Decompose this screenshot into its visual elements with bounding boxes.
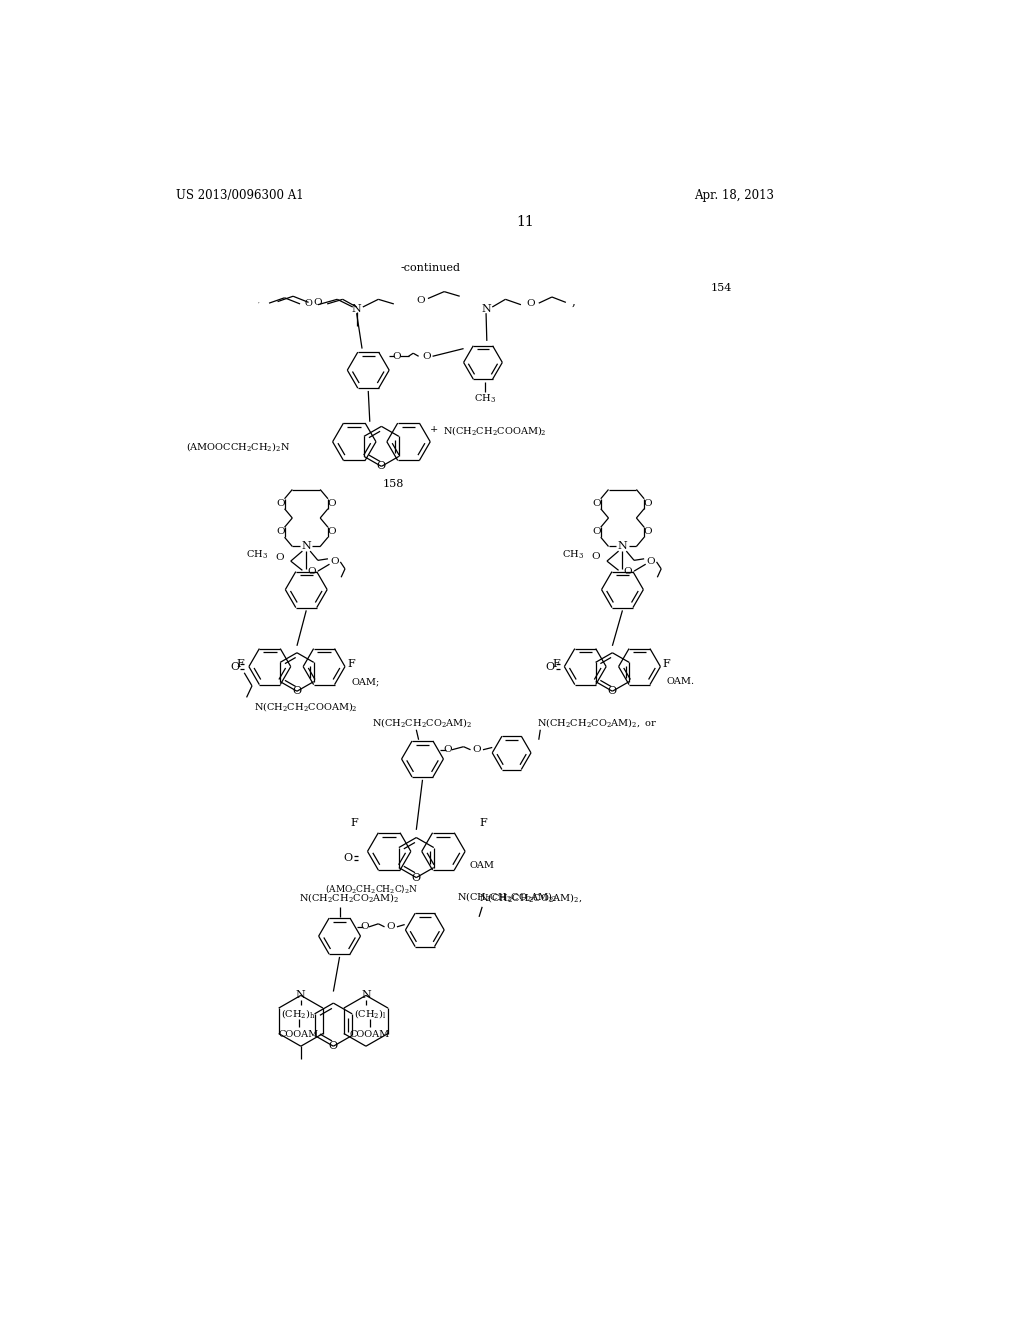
Text: $\mathregular{O}$: $\mathregular{O}$ (274, 550, 285, 562)
Text: OAM.: OAM. (667, 677, 694, 686)
Text: +: + (430, 425, 438, 434)
Text: O: O (593, 499, 601, 508)
Text: O: O (608, 686, 616, 696)
Text: O: O (307, 566, 316, 576)
Text: O: O (293, 686, 301, 696)
Text: F: F (663, 659, 671, 669)
Text: O: O (230, 661, 240, 672)
Text: O: O (343, 853, 352, 862)
Text: $\mathregular{(CH_2)_l}$: $\mathregular{(CH_2)_l}$ (353, 1007, 386, 1019)
Text: O: O (546, 661, 555, 672)
Text: 154: 154 (711, 282, 732, 293)
Text: 11: 11 (516, 215, 534, 228)
Text: $\mathregular{\left(AMO_2CH_2CH_2C\right)_2N}$: $\mathregular{\left(AMO_2CH_2CH_2C\right… (325, 883, 418, 896)
Text: O: O (276, 499, 285, 508)
Text: O: O (644, 499, 652, 508)
Text: O: O (472, 746, 481, 754)
Text: $\mathregular{N(CH_2CH_2CO_2AM)_2,\ or}$: $\mathregular{N(CH_2CH_2CO_2AM)_2,\ or}$ (538, 715, 657, 729)
Text: N: N (481, 304, 490, 314)
Text: ,: , (571, 294, 575, 308)
Text: $\mathregular{CH_3}$: $\mathregular{CH_3}$ (562, 549, 584, 561)
Text: O: O (360, 923, 369, 932)
Text: N: N (296, 990, 306, 1001)
Text: -continued: -continued (400, 263, 460, 273)
Text: O: O (593, 528, 601, 536)
Text: O: O (328, 499, 336, 508)
Text: O: O (304, 300, 312, 309)
Text: Apr. 18, 2013: Apr. 18, 2013 (693, 189, 774, 202)
Text: O: O (313, 298, 323, 306)
Text: F: F (350, 818, 358, 828)
Text: $\mathregular{N(CH_2CH_2CO_2AM)_2,}$: $\mathregular{N(CH_2CH_2CO_2AM)_2,}$ (479, 891, 583, 904)
Text: N: N (352, 304, 361, 314)
Text: $\mathregular{N(CH_2CH_2CO_2AM)_2}$: $\mathregular{N(CH_2CH_2CO_2AM)_2}$ (373, 715, 473, 729)
Text: O: O (644, 528, 652, 536)
Text: O: O (329, 1041, 338, 1051)
Text: US 2013/0096300 A1: US 2013/0096300 A1 (176, 189, 304, 202)
Text: O: O (592, 552, 600, 561)
Text: COOAM: COOAM (279, 1030, 318, 1039)
Text: F: F (237, 659, 245, 669)
Text: O: O (392, 352, 401, 360)
Text: O: O (443, 746, 452, 754)
Text: $\mathregular{(CH_2)_h}$: $\mathregular{(CH_2)_h}$ (282, 1007, 315, 1019)
Text: O: O (386, 923, 395, 932)
Text: O: O (412, 873, 421, 883)
Text: $\mathregular{_\mathregular{,}}$: $\mathregular{_\mathregular{,}}$ (257, 297, 260, 306)
Text: $\mathregular{CH_3}$: $\mathregular{CH_3}$ (473, 392, 496, 405)
Text: N: N (617, 541, 628, 552)
Text: O: O (422, 352, 431, 360)
Text: O: O (331, 557, 339, 566)
Text: 158: 158 (382, 479, 403, 490)
Text: O: O (276, 528, 285, 536)
Text: N: N (301, 541, 311, 552)
Text: O: O (328, 528, 336, 536)
Text: F: F (479, 818, 486, 828)
Text: $\mathregular{N(CH_2CH_2COOAM)_2}$: $\mathregular{N(CH_2CH_2COOAM)_2}$ (254, 700, 358, 713)
Text: O: O (647, 557, 655, 566)
Text: O: O (377, 462, 386, 471)
Text: $\mathregular{N(CH_2CH_2CO_2AM)_2}$: $\mathregular{N(CH_2CH_2CO_2AM)_2}$ (457, 890, 557, 903)
Text: F: F (347, 659, 355, 669)
Text: F: F (552, 659, 560, 669)
Text: $\mathregular{N(CH_2CH_2COOAM)_2}$: $\mathregular{N(CH_2CH_2COOAM)_2}$ (443, 425, 547, 437)
Text: OAM: OAM (469, 861, 494, 870)
Text: $\mathregular{N(CH_2CH_2CO_2AM)_2}$: $\mathregular{N(CH_2CH_2CO_2AM)_2}$ (299, 891, 399, 904)
Text: $\mathregular{(AMOOCCH_2CH_2)_2N}$: $\mathregular{(AMOOCCH_2CH_2)_2N}$ (185, 440, 290, 453)
Text: O: O (417, 296, 425, 305)
Text: OAM;: OAM; (351, 677, 380, 686)
Text: O: O (624, 566, 632, 576)
Text: COOAM: COOAM (349, 1030, 390, 1039)
Text: $\mathregular{CH_3}$: $\mathregular{CH_3}$ (246, 549, 267, 561)
Text: O: O (526, 298, 535, 308)
Text: N: N (361, 990, 371, 1001)
